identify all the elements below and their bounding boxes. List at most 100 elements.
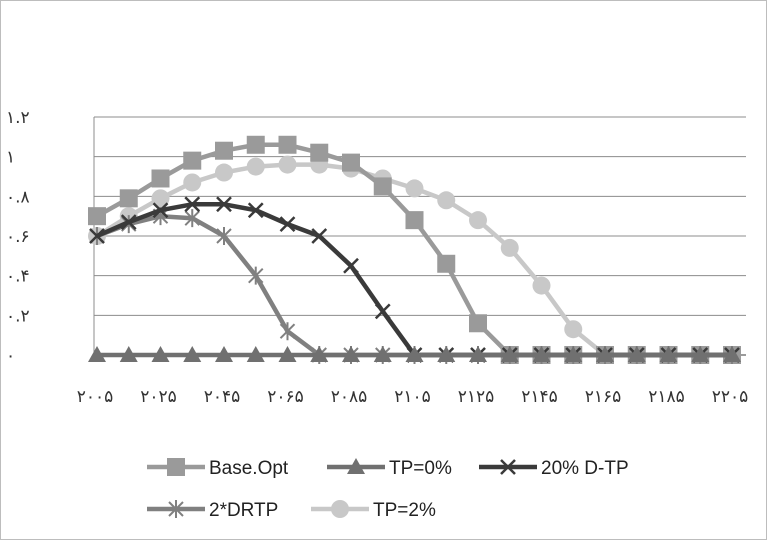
data-point (469, 346, 487, 362)
data-point (215, 346, 233, 362)
x-tick-label: ۲۰۸۵ (331, 387, 368, 407)
y-tick-label: ۱.۲ (6, 108, 30, 128)
series-tp-0- (88, 346, 741, 362)
data-point (500, 346, 519, 362)
y-tick-label: ۰.۴ (6, 267, 30, 287)
data-point (437, 254, 456, 273)
data-point (278, 135, 297, 154)
data-point (248, 266, 264, 285)
series-2-drtp (89, 207, 740, 364)
legend-label: Base.Opt (209, 458, 289, 479)
data-point (151, 169, 170, 188)
data-point (405, 211, 424, 230)
data-point (437, 346, 456, 362)
data-point (183, 346, 202, 362)
x-tick-label: ۲۰۰۵ (77, 387, 114, 407)
data-point (151, 346, 170, 362)
data-point (246, 135, 265, 154)
data-point (246, 157, 265, 176)
x-tick-label: ۲۰۴۵ (204, 387, 241, 407)
data-point (723, 346, 741, 362)
y-tick-label: ۰.۶ (6, 227, 30, 247)
x-tick-label: ۲۱۸۵ (648, 387, 685, 407)
y-tick-label: ۰.۲ (6, 306, 30, 326)
data-point (659, 346, 678, 362)
data-point (278, 346, 297, 362)
data-point (469, 211, 487, 230)
x-tick-label: ۲۰۲۵ (140, 387, 177, 407)
y-tick-label: ۰.۸ (6, 187, 30, 207)
legend-label: 2*DRTP (209, 500, 278, 521)
data-point (627, 346, 646, 362)
x-axis-ticks: ۲۰۰۵ ۲۰۲۵ ۲۰۴۵ ۲۰۶۵ ۲۰۸۵ ۲۱۰۵ ۲۱۲۵ ۲۱۴۵ ۲۱۶۵ ۲۱۸۵… (77, 387, 749, 407)
data-point (373, 177, 392, 196)
legend-marker (500, 459, 516, 475)
data-point (564, 346, 583, 362)
legend-item: TP=0% (327, 458, 452, 479)
data-point (279, 216, 296, 232)
series-line (96, 213, 732, 358)
data-point (469, 314, 487, 333)
x-tick-label: ۲۱۰۵ (394, 387, 431, 407)
legend: Base.Opt TP=0% 20% D-TP 2*DRTP TP=2% (147, 458, 629, 521)
series-base-opt (88, 135, 741, 364)
data-point (88, 207, 106, 226)
data-point (216, 196, 232, 213)
data-point (119, 346, 138, 362)
data-point (596, 346, 614, 362)
data-point (405, 346, 424, 362)
x-tick-label: ۲۱۴۵ (521, 387, 558, 407)
data-point (278, 155, 297, 174)
data-point (437, 191, 456, 210)
data-point (215, 163, 233, 182)
data-point (342, 346, 360, 362)
y-tick-label: ۱ (6, 148, 15, 168)
legend-item: TP=2% (311, 500, 436, 521)
x-tick-label: ۲۱۲۵ (458, 387, 495, 407)
legend-label: TP=0% (389, 458, 452, 479)
data-point (691, 346, 710, 362)
data-point (532, 346, 551, 362)
y-axis-ticks: ۰ ۰.۲ ۰.۴ ۰.۶ ۰.۸ ۱ ۱.۲ (6, 108, 30, 366)
data-point (119, 189, 138, 208)
x-tick-label: ۲۲۰۵ (712, 387, 749, 407)
legend-item: 2*DRTP (147, 500, 278, 521)
data-point (500, 238, 519, 257)
data-point (310, 346, 329, 362)
legend-label: 20% D-TP (541, 458, 629, 479)
legend-marker (168, 500, 184, 518)
data-point (152, 202, 169, 219)
data-point (89, 228, 105, 244)
data-point (183, 151, 202, 170)
legend-item: Base.Opt (147, 458, 289, 479)
x-tick-label: ۲۱۶۵ (585, 387, 622, 407)
series-tp-2- (88, 155, 741, 364)
data-point (88, 346, 106, 362)
data-point (216, 227, 232, 245)
data-point (246, 346, 265, 362)
data-point (342, 153, 360, 172)
data-point (279, 322, 296, 341)
data-point (343, 257, 359, 274)
data-point (184, 196, 201, 213)
y-tick-label: ۰ (6, 346, 15, 366)
data-point (184, 209, 200, 228)
data-point (311, 228, 328, 244)
legend-marker (167, 458, 185, 476)
data-point (373, 346, 392, 362)
data-point (183, 173, 202, 192)
data-point (564, 320, 583, 339)
data-point (215, 141, 233, 160)
data-point (247, 202, 264, 219)
legend-label: TP=2% (373, 500, 436, 521)
series-layer (88, 135, 741, 364)
data-point (532, 276, 551, 295)
data-point (310, 143, 329, 162)
legend-item: 20% D-TP (479, 458, 629, 479)
data-point (374, 303, 391, 320)
legend-marker (331, 500, 349, 518)
legend-marker (347, 458, 365, 474)
data-point (405, 179, 424, 198)
